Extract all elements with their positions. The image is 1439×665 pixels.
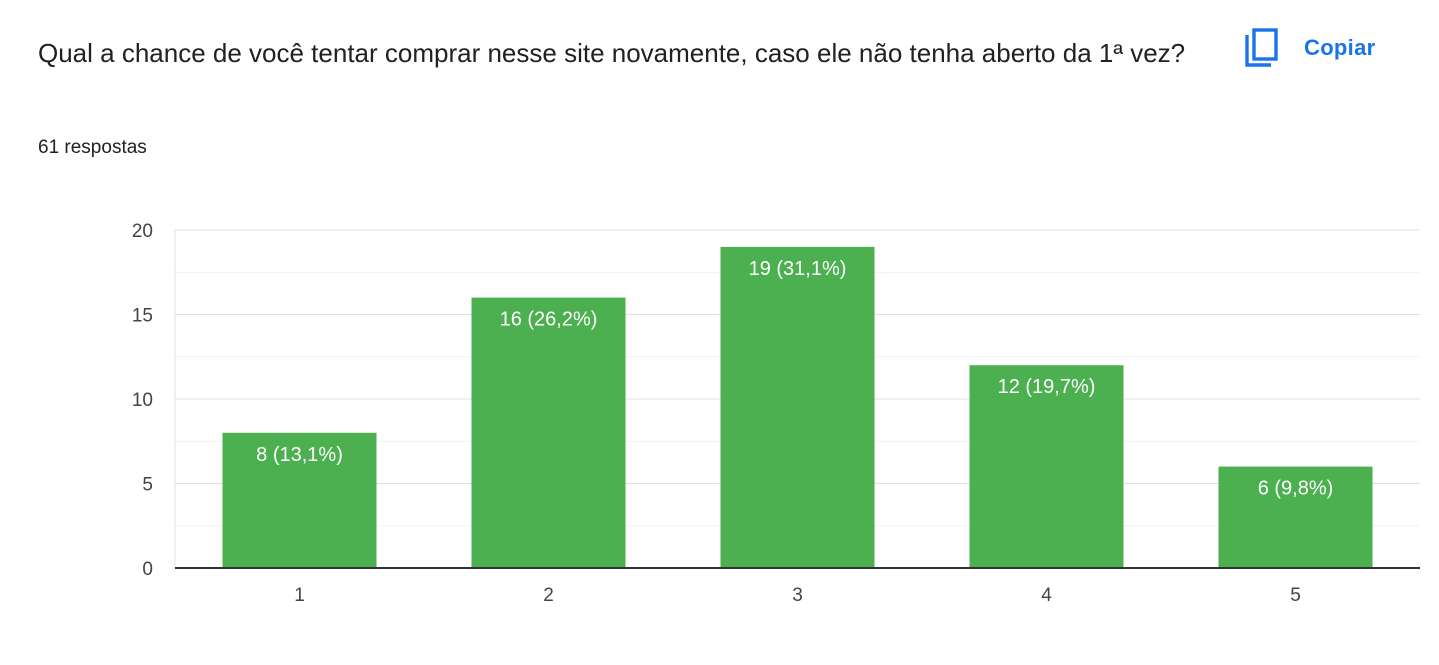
x-tick-label: 1 [294, 585, 305, 606]
bar [1218, 466, 1373, 568]
y-tick-label: 20 [132, 221, 153, 242]
y-tick-label: 10 [132, 390, 153, 411]
bar [222, 432, 377, 568]
bar [720, 246, 875, 568]
y-tick-label: 5 [142, 475, 153, 496]
y-tick-label: 0 [142, 559, 153, 580]
x-tick-label: 5 [1290, 585, 1301, 606]
bar [969, 365, 1124, 568]
question-title: Qual a chance de você tentar comprar nes… [38, 38, 1186, 68]
bar-data-label: 16 (26,2%) [500, 309, 598, 331]
x-tick-label: 4 [1041, 585, 1052, 606]
x-tick-label: 3 [792, 585, 803, 606]
copy-button-label: Copiar [1304, 35, 1376, 60]
response-count: 61 respostas [38, 137, 147, 158]
copy-icon [1245, 28, 1278, 67]
bar [471, 297, 626, 568]
bar-data-label: 6 (9,8%) [1258, 478, 1334, 500]
bar-data-label: 12 (19,7%) [998, 376, 1096, 398]
bar-data-label: 8 (13,1%) [256, 444, 343, 466]
bar-data-label: 19 (31,1%) [749, 258, 847, 280]
copy-button[interactable]: Copiar [1244, 27, 1375, 69]
y-tick-label: 15 [132, 306, 153, 327]
x-tick-label: 2 [543, 585, 554, 606]
